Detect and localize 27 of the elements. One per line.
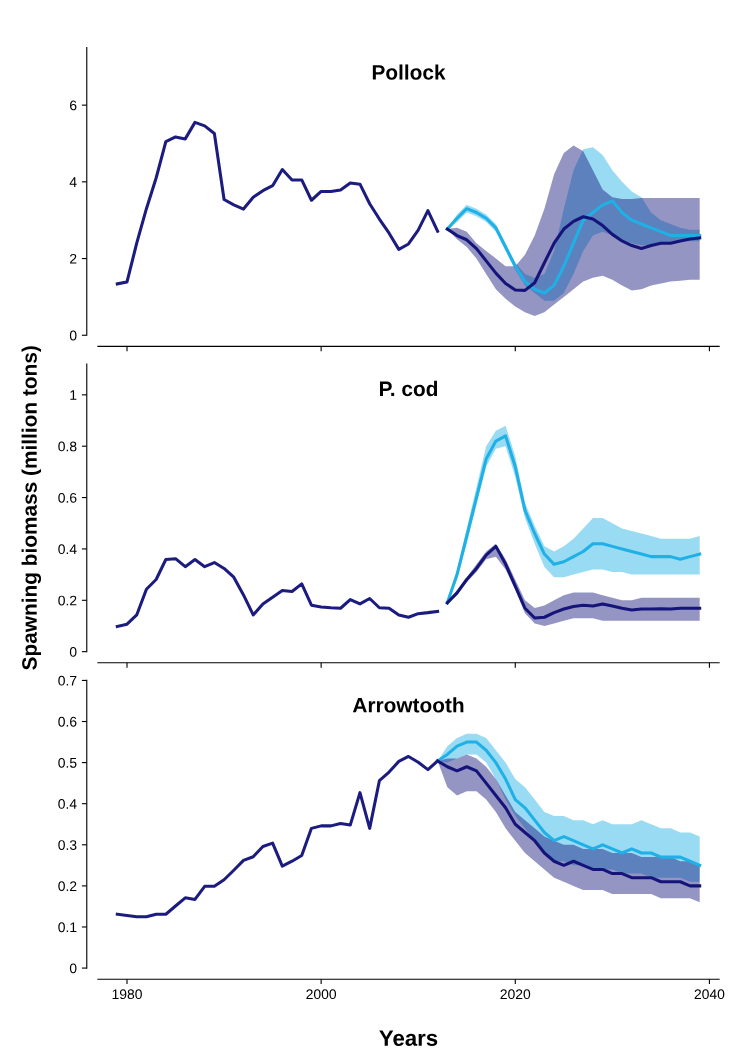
x-tick-label: 2020: [500, 989, 531, 1000]
y-tick-label: 4: [69, 177, 77, 187]
y-tick-label: 0.2: [58, 595, 77, 606]
y-tick-label: 0.5: [58, 757, 77, 768]
text: P. cod: [379, 380, 438, 397]
y-tick-label: 0: [69, 330, 77, 341]
y-axis-title: Spawning biomass (million tons): [21, 346, 42, 670]
y-tick-label: 0.8: [58, 441, 77, 452]
y-tick-label: 0.4: [58, 799, 77, 809]
y-tick-label: 0.6: [58, 716, 77, 727]
y-tick-label: 0.7: [58, 675, 77, 686]
y-tick-label: 0.6: [58, 492, 77, 503]
y-tick-label: 0: [69, 963, 77, 974]
y-tick-label: 0.3: [58, 840, 77, 850]
y-tick-label: 6: [70, 100, 77, 111]
x-tick-label: 1980: [112, 989, 142, 1000]
x-tick-label: 2000: [306, 989, 337, 1000]
y-tick-label: 1: [70, 390, 77, 400]
x-axis-title: Years: [379, 1030, 438, 1046]
text: Arrowtooth: [352, 697, 464, 713]
y-tick-label: 0.4: [58, 544, 77, 555]
y-tick-label: 0.1: [58, 922, 77, 933]
y-tick-label: 0: [69, 647, 77, 657]
y-tick-label: 2: [70, 253, 77, 264]
text: Pollock: [372, 64, 446, 80]
x-tick-label: 2040: [694, 989, 725, 1000]
y-tick-label: 0.2: [58, 881, 77, 892]
